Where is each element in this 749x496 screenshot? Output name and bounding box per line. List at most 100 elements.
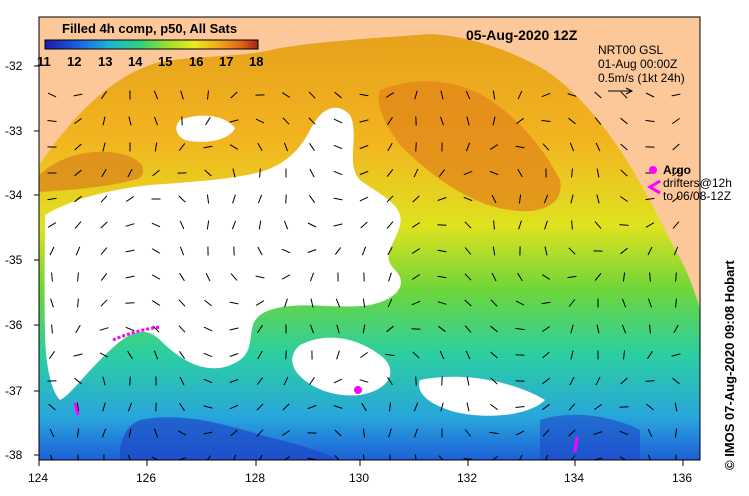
current-arrow — [125, 275, 135, 279]
current-arrow — [593, 431, 603, 435]
current-arrow — [491, 272, 497, 282]
current-arrow — [620, 91, 628, 99]
current-arrow — [48, 403, 56, 411]
drifter-track-1 — [112, 325, 161, 342]
current-arrow — [570, 455, 576, 460]
current-arrow — [492, 246, 496, 256]
current-arrow — [127, 454, 132, 460]
current-arrow — [620, 377, 628, 385]
info-line-3: 0.5m/s (1kt 24h) — [598, 71, 685, 85]
current-arrow — [308, 195, 316, 203]
current-arrow — [671, 353, 681, 357]
current-arrow — [411, 274, 421, 280]
current-arrow — [515, 145, 525, 149]
current-vectors — [47, 90, 681, 460]
current-arrow — [415, 376, 417, 386]
current-arrow — [335, 298, 341, 308]
cloud-mask — [44, 107, 401, 401]
current-arrow — [205, 116, 211, 126]
argo-legend-icon — [649, 166, 657, 174]
current-arrow — [362, 298, 366, 308]
current-arrow — [179, 246, 185, 256]
current-arrow — [414, 454, 417, 460]
current-arrow — [517, 168, 523, 178]
current-arrow — [151, 300, 161, 306]
current-arrow — [594, 221, 602, 229]
current-arrow — [413, 402, 419, 412]
current-arrow — [100, 299, 108, 307]
current-arrow — [229, 379, 239, 383]
current-arrow — [594, 91, 602, 99]
current-arrow — [490, 325, 498, 333]
current-arrow — [619, 430, 629, 436]
current-arrow — [465, 90, 471, 100]
current-arrow — [672, 169, 680, 177]
current-arrow — [129, 376, 131, 386]
current-arrow — [567, 93, 577, 97]
current-arrow — [544, 246, 548, 256]
colorbar-tick: 12 — [67, 54, 81, 69]
current-arrow — [49, 428, 55, 438]
current-arrow — [333, 223, 343, 227]
argo-float-marker — [354, 386, 362, 394]
current-arrow — [516, 117, 524, 125]
current-arrow — [466, 376, 470, 386]
colorbar-tick: 17 — [219, 54, 233, 69]
current-arrow — [102, 142, 106, 152]
current-arrow — [229, 404, 239, 410]
current-arrow — [438, 455, 444, 460]
current-arrow — [257, 350, 263, 360]
current-arrow — [464, 247, 472, 255]
lat-label: -34 — [5, 188, 23, 202]
info-line-2: 01-Aug 00:00Z — [598, 57, 677, 71]
current-arrow — [99, 352, 109, 358]
current-arrow — [440, 402, 444, 412]
current-arrow — [541, 274, 551, 280]
current-arrow — [334, 247, 342, 255]
current-arrow — [47, 197, 57, 201]
colorbar-tick: 16 — [189, 54, 203, 69]
current-arrow — [127, 168, 133, 178]
current-arrow — [310, 324, 314, 334]
current-arrow — [438, 169, 446, 177]
current-arrow — [359, 93, 369, 97]
current-arrow — [100, 91, 108, 99]
current-arrow — [645, 380, 655, 382]
current-arrow — [100, 273, 108, 281]
current-arrow — [308, 91, 316, 99]
current-arrow — [389, 402, 391, 412]
current-arrow — [647, 246, 653, 256]
current-arrow — [594, 117, 602, 125]
current-arrow — [570, 324, 574, 334]
current-arrow — [281, 430, 291, 436]
current-arrow — [542, 143, 550, 151]
current-arrow — [465, 350, 471, 360]
colorbar-tick: 14 — [128, 54, 143, 69]
current-arrow — [437, 301, 447, 305]
current-arrow — [77, 272, 79, 282]
current-arrow — [672, 195, 680, 203]
current-arrow — [257, 325, 263, 333]
current-arrow — [336, 324, 340, 334]
cloud-mask-4 — [419, 376, 545, 416]
current-arrow — [281, 274, 291, 280]
current-arrow — [334, 429, 342, 437]
current-arrow — [307, 249, 317, 253]
current-arrow — [229, 119, 239, 123]
current-arrow — [489, 431, 499, 435]
current-arrow — [386, 325, 394, 333]
current-arrow — [672, 117, 680, 125]
current-arrow — [257, 142, 263, 152]
current-arrow — [412, 195, 420, 203]
current-arrow — [102, 376, 106, 386]
current-arrow — [466, 116, 470, 126]
lat-label: -38 — [5, 448, 23, 462]
current-arrow — [229, 327, 239, 331]
current-arrow — [463, 170, 473, 176]
current-arrow — [490, 299, 498, 307]
current-arrow — [515, 430, 525, 436]
current-arrow — [493, 220, 495, 230]
lon-label: 130 — [349, 471, 369, 485]
current-arrow — [387, 298, 393, 308]
current-arrow — [490, 377, 498, 385]
